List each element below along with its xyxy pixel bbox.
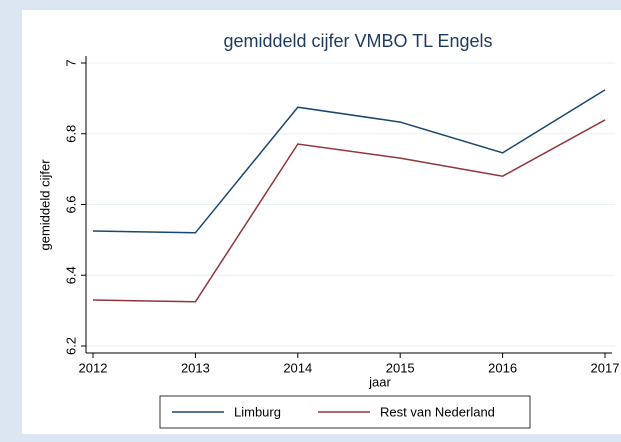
y-tick-label: 6.6 [63,195,78,213]
x-tick-label: 2015 [386,360,415,375]
x-axis-title: jaar [368,374,391,389]
y-tick-label: 6.4 [63,266,78,284]
plot-panel [22,10,621,434]
y-tick-label: 7 [63,59,78,66]
legend-label: Rest van Nederland [380,404,495,419]
x-tick-label: 2013 [181,360,210,375]
y-tick-label: 6.8 [63,125,78,143]
x-tick-label: 2014 [283,360,312,375]
legend-label: Limburg [234,404,281,419]
x-tick-label: 2017 [591,360,620,375]
line-series [92,119,606,303]
chart-title: gemiddeld cijfer VMBO TL Engels [223,31,492,51]
x-tick-label: 2012 [79,360,108,375]
y-axis-title: gemiddeld cijfer [37,159,52,251]
y-tick-label: 6.2 [63,337,78,355]
line-series [92,89,606,234]
x-tick-label: 2016 [488,360,517,375]
